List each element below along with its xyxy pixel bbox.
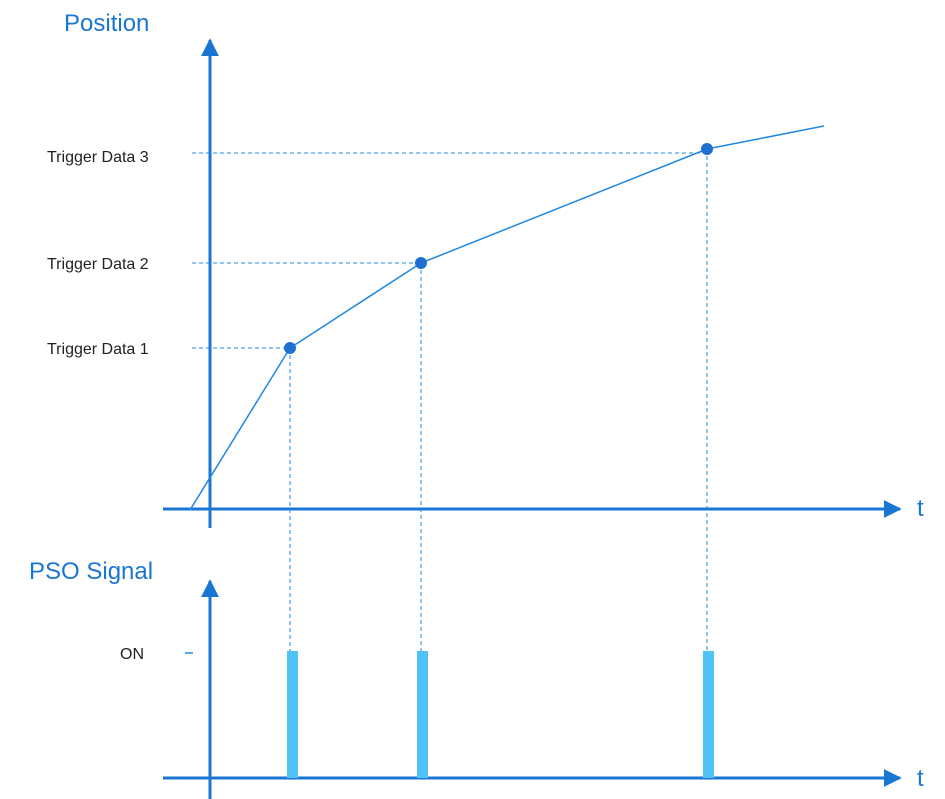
trigger-1-marker — [284, 342, 296, 354]
trigger-3-label: Trigger Data 3 — [47, 149, 149, 166]
trigger-2-marker — [415, 257, 427, 269]
on-level-label: ON — [120, 646, 144, 663]
position-chart: Position t Trigger Data 1 Trigger Data 2… — [47, 10, 924, 652]
pso-axis-title: PSO Signal — [29, 558, 153, 585]
pso-signal-chart: PSO Signal t ON — [29, 558, 924, 799]
pso-x-axis-label: t — [917, 765, 924, 792]
trigger-2-label: Trigger Data 2 — [47, 256, 149, 273]
pso-pulse-3 — [703, 651, 714, 778]
trigger-1-label: Trigger Data 1 — [47, 341, 149, 358]
position-axis-title: Position — [64, 10, 149, 37]
pso-pulse-2 — [417, 651, 428, 778]
trigger-3-marker — [701, 143, 713, 155]
pso-pulse-1 — [287, 651, 298, 778]
position-x-axis-label: t — [917, 495, 924, 522]
position-curve — [189, 125, 825, 511]
